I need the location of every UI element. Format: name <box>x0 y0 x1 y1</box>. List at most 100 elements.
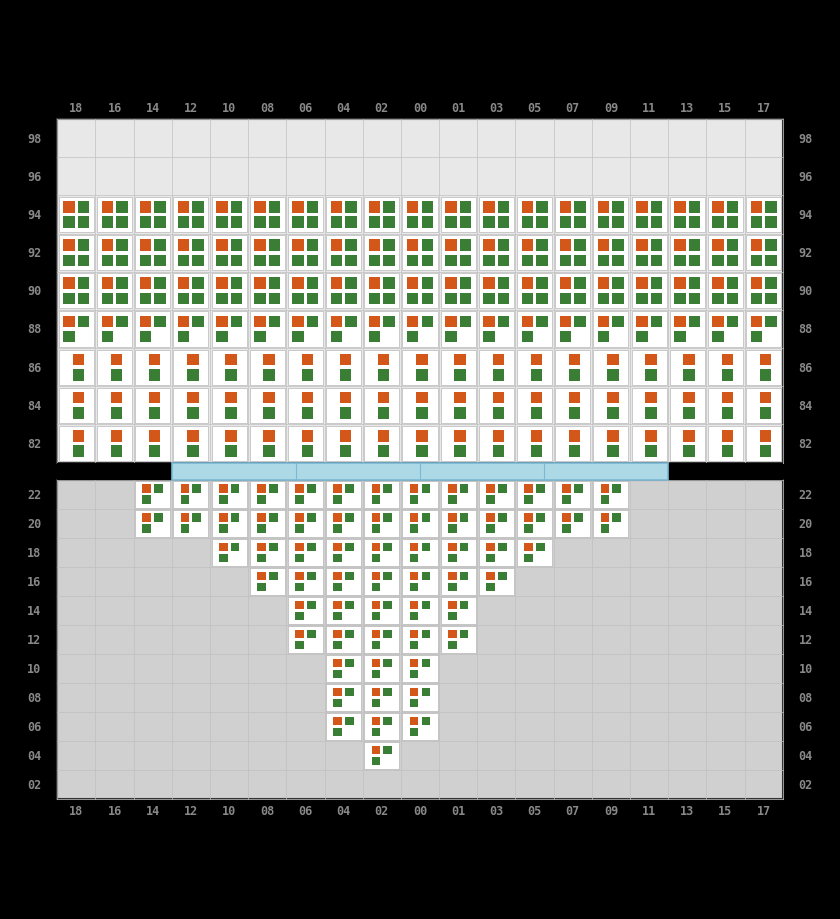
Bar <box>216 332 228 343</box>
Bar <box>59 312 94 347</box>
Bar <box>225 431 237 442</box>
Bar <box>422 316 433 328</box>
Bar <box>416 408 428 419</box>
Bar <box>410 717 418 725</box>
Text: 12: 12 <box>799 633 813 646</box>
Bar <box>645 408 657 419</box>
Bar <box>675 316 685 328</box>
Bar <box>288 569 323 596</box>
Bar <box>445 332 457 343</box>
Bar <box>102 332 113 343</box>
Bar <box>479 350 514 385</box>
Bar <box>383 485 392 494</box>
Bar <box>155 278 165 289</box>
Bar <box>751 202 762 213</box>
Bar <box>178 332 189 343</box>
Bar <box>441 426 475 461</box>
Bar <box>410 641 418 650</box>
Bar <box>333 630 342 639</box>
Bar <box>307 217 318 229</box>
Bar <box>288 389 323 424</box>
Text: 01: 01 <box>451 102 465 115</box>
Bar <box>760 408 771 419</box>
Bar <box>645 446 657 458</box>
Bar <box>97 236 132 271</box>
Bar <box>178 202 189 213</box>
Bar <box>531 392 542 404</box>
Bar <box>295 543 304 551</box>
Bar <box>559 217 571 229</box>
Bar <box>410 554 418 562</box>
Bar <box>269 217 281 229</box>
Bar <box>249 198 285 233</box>
Bar <box>407 202 418 213</box>
Bar <box>402 198 438 233</box>
Text: 10: 10 <box>222 804 236 817</box>
Bar <box>517 198 552 233</box>
Bar <box>371 728 381 736</box>
Bar <box>231 202 242 213</box>
Bar <box>675 332 685 343</box>
Bar <box>498 202 509 213</box>
Bar <box>459 543 469 551</box>
Bar <box>517 426 552 461</box>
Bar <box>292 293 304 305</box>
Bar <box>257 485 265 494</box>
Bar <box>607 355 618 366</box>
Bar <box>746 312 781 347</box>
Bar <box>383 572 392 581</box>
Bar <box>212 426 247 461</box>
Bar <box>422 278 433 289</box>
Bar <box>295 554 304 562</box>
Bar <box>269 255 281 267</box>
Bar <box>139 217 151 229</box>
Bar <box>675 202 685 213</box>
Bar <box>454 369 466 381</box>
Bar <box>441 627 475 653</box>
Text: 98: 98 <box>799 132 813 145</box>
Bar <box>593 389 628 424</box>
Bar <box>402 312 438 347</box>
Bar <box>369 293 381 305</box>
Bar <box>111 446 122 458</box>
Bar <box>63 293 75 305</box>
Bar <box>445 278 457 289</box>
Bar <box>459 630 469 639</box>
Bar <box>569 369 580 381</box>
Bar <box>143 514 151 523</box>
Bar <box>651 217 662 229</box>
Bar <box>231 293 242 305</box>
Bar <box>486 514 495 523</box>
Bar <box>422 255 433 267</box>
Bar <box>269 240 281 252</box>
Bar <box>448 543 457 551</box>
Bar <box>111 355 122 366</box>
Bar <box>492 446 504 458</box>
Text: 02: 02 <box>799 778 813 791</box>
Bar <box>155 514 163 523</box>
Bar <box>383 687 392 697</box>
Bar <box>365 274 399 309</box>
Bar <box>517 539 552 566</box>
Bar <box>345 514 354 523</box>
Bar <box>187 392 198 404</box>
Bar <box>365 539 399 566</box>
Bar <box>517 274 552 309</box>
Text: 82: 82 <box>799 437 813 450</box>
Bar <box>632 198 667 233</box>
Text: 08: 08 <box>799 691 813 704</box>
Bar <box>448 641 457 650</box>
Text: 14: 14 <box>145 804 160 817</box>
Bar <box>365 350 399 385</box>
Bar <box>369 332 381 343</box>
Bar <box>632 274 667 309</box>
Bar <box>216 278 228 289</box>
Text: 11: 11 <box>642 102 656 115</box>
Bar <box>255 240 265 252</box>
Bar <box>219 485 228 494</box>
Bar <box>97 389 132 424</box>
Bar <box>111 369 122 381</box>
Bar <box>135 198 171 233</box>
Bar <box>135 312 171 347</box>
Bar <box>173 198 208 233</box>
